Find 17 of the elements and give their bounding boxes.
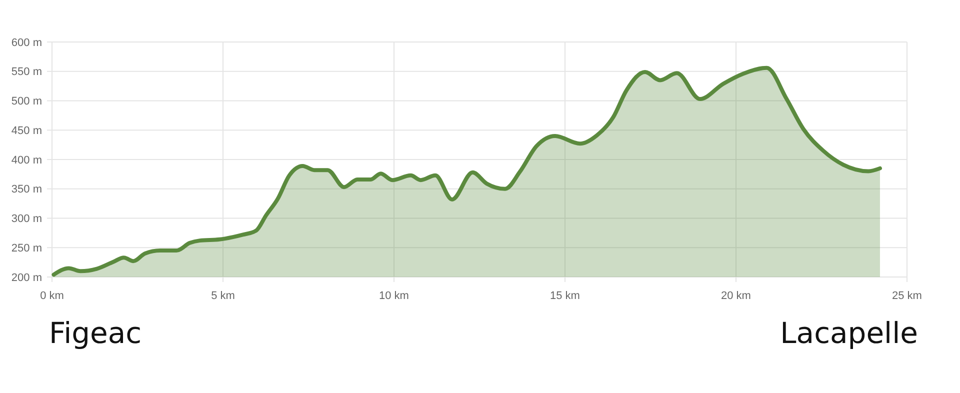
y-tick-label: 450 m (11, 124, 42, 137)
y-tick-label: 350 m (11, 184, 42, 196)
y-tick-label: 400 m (11, 154, 42, 166)
x-tick-label: 25 km (892, 290, 922, 302)
y-tick-label: 600 m (11, 36, 42, 49)
y-tick-label: 250 m (11, 242, 42, 254)
y-tick-label: 550 m (11, 66, 42, 78)
x-tick-label: 10 km (379, 290, 409, 302)
x-tick-label: 15 km (550, 290, 580, 302)
y-tick-label: 500 m (11, 96, 42, 108)
y-tick-label: 200 m (11, 272, 42, 284)
text: Lacapelle (780, 316, 918, 350)
y-tick-label: 300 m (11, 213, 42, 226)
x-tick-label: 20 km (721, 290, 751, 302)
text: Figeac (49, 316, 142, 350)
x-tick-label: 0 km (40, 290, 64, 302)
x-tick-label: 5 km (211, 290, 235, 302)
